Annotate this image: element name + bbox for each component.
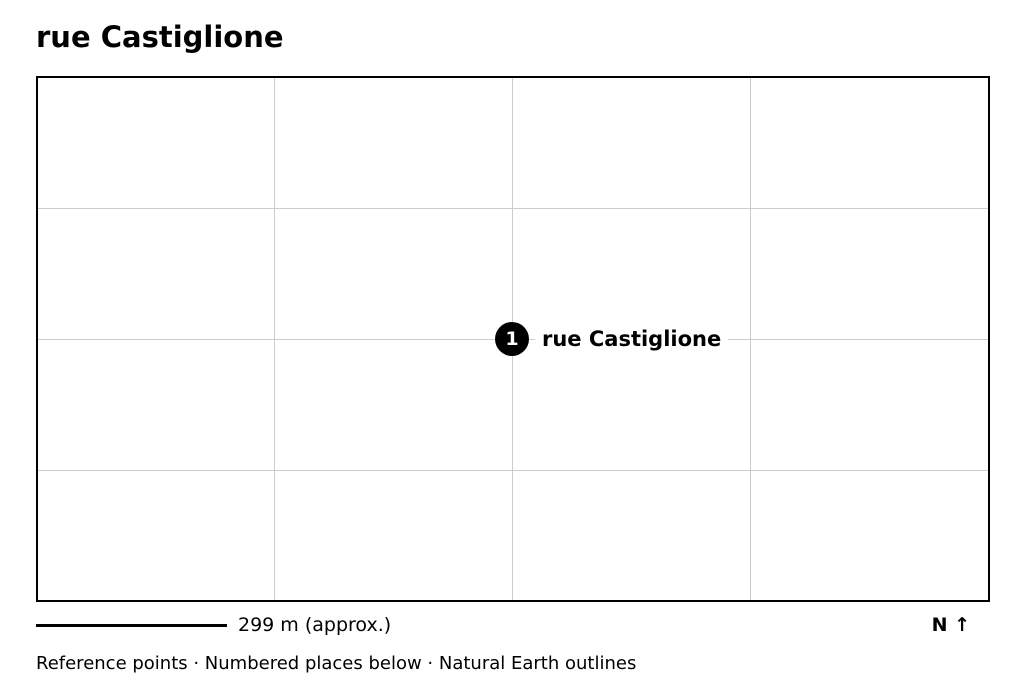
place-marker[interactable]: 1 bbox=[495, 322, 529, 356]
place-label: rue Castiglione bbox=[535, 325, 729, 353]
grid-line-horizontal bbox=[38, 208, 988, 209]
scale-label: 299 m (approx.) bbox=[238, 614, 392, 636]
scale-bar bbox=[36, 624, 227, 627]
footer-note: Reference points · Numbered places below… bbox=[36, 653, 637, 674]
grid-line-horizontal bbox=[38, 470, 988, 471]
north-arrow-icon: N ↑ bbox=[931, 614, 970, 636]
map-canvas[interactable]: 1 rue Castiglione bbox=[36, 76, 990, 602]
page-title: rue Castiglione bbox=[36, 20, 284, 54]
